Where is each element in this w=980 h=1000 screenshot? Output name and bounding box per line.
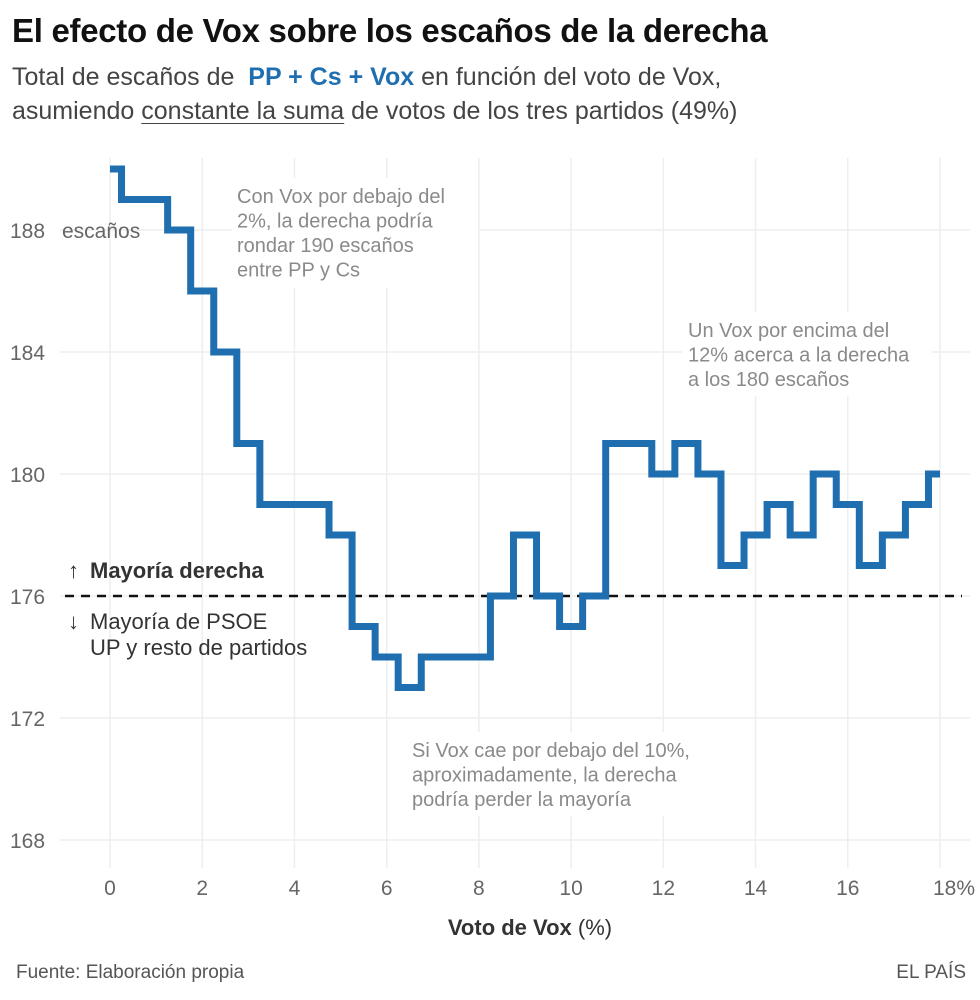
y-axis-ticks: 168 172 176 180 184 188	[10, 220, 45, 853]
majority-legend: ↑ Mayoría derecha ↓ Mayoría de PSOE UP y…	[68, 558, 307, 660]
legend-below-line2: UP y resto de partidos	[90, 635, 307, 660]
x-tick-label-4: 4	[289, 877, 301, 900]
legend-below-line1: Mayoría de PSOE	[90, 609, 267, 634]
annotation-1-line-1: Con Vox por debajo del	[237, 186, 445, 208]
subtitle-parties: PP + Cs + Vox	[248, 63, 415, 91]
x-axis-title-bold: Voto de Vox	[448, 915, 573, 940]
x-tick-label-8: 8	[473, 877, 485, 900]
x-tick-label-10: 10	[559, 877, 582, 900]
subtitle-pre: Total de escaños de	[12, 63, 235, 91]
subtitle-line2-post: de votos de los tres partidos (49%)	[351, 97, 738, 125]
x-tick-label-16: 16	[836, 877, 859, 900]
annotation-2-line-3: a los 180 escaños	[688, 369, 849, 391]
annotations: Con Vox por debajo del 2%, la derecha pod…	[232, 178, 932, 816]
y-tick-label-184: 184	[10, 342, 45, 365]
x-tick-label-14: 14	[744, 877, 768, 900]
brand-logo: EL PAÍS	[896, 962, 966, 983]
x-axis-ticks: 0 2 4 6 8 10 12 14 16 18%	[104, 877, 975, 900]
seats-step-chart: Con Vox por debajo del 2%, la derecha pod…	[10, 158, 975, 940]
x-axis-title: Voto de Vox (%)	[448, 915, 612, 940]
y-unit-label: escaños	[62, 220, 140, 243]
annotation-3-line-3: podría perder la mayoría	[412, 789, 632, 811]
subtitle-mid: en función del voto de Vox,	[421, 63, 722, 91]
annotation-2-line-1: Un Vox por encima del	[688, 320, 889, 342]
x-tick-label-6: 6	[381, 877, 393, 900]
y-tick-label-172: 172	[10, 708, 45, 731]
x-tick-label-12: 12	[652, 877, 675, 900]
x-tick-label-2: 2	[196, 877, 208, 900]
y-tick-label-168: 168	[10, 830, 45, 853]
x-axis-title-unit: (%)	[578, 915, 612, 940]
legend-below-arrow: ↓	[68, 609, 79, 634]
annotation-bg-3	[406, 732, 706, 816]
annotation-2-line-2: 12% acerca a la derecha	[688, 345, 910, 367]
y-tick-label-176: 176	[10, 586, 45, 609]
x-tick-label-0: 0	[104, 877, 116, 900]
legend-above-arrow: ↑	[68, 558, 79, 583]
annotation-1-line-2: 2%, la derecha podría	[237, 211, 434, 233]
annotation-bg-1	[232, 178, 478, 288]
annotation-bg-2	[682, 312, 932, 396]
annotation-1-line-4: entre PP y Cs	[237, 260, 360, 282]
chart-title: El efecto de Vox sobre los escaños de la…	[12, 12, 768, 49]
subtitle-line2-pre: asumiendo	[12, 97, 135, 125]
legend-above-label: Mayoría derecha	[90, 558, 264, 583]
source-note: Fuente: Elaboración propia	[16, 962, 245, 983]
series-line-pp-cs-vox	[110, 165, 940, 691]
x-tick-label-18: 18%	[933, 877, 975, 900]
y-tick-label-180: 180	[10, 464, 45, 487]
annotation-3-line-2: aproximadamente, la derecha	[412, 765, 677, 787]
chart-subtitle: Total de escaños de PP + Cs + Vox en fun…	[12, 60, 737, 128]
y-tick-label-188: 188	[10, 220, 45, 243]
annotation-1-line-3: rondar 190 escaños	[237, 235, 414, 257]
annotation-3-line-1: Si Vox cae por debajo del 10%,	[412, 740, 690, 762]
subtitle-underlined: constante la suma	[141, 97, 345, 125]
